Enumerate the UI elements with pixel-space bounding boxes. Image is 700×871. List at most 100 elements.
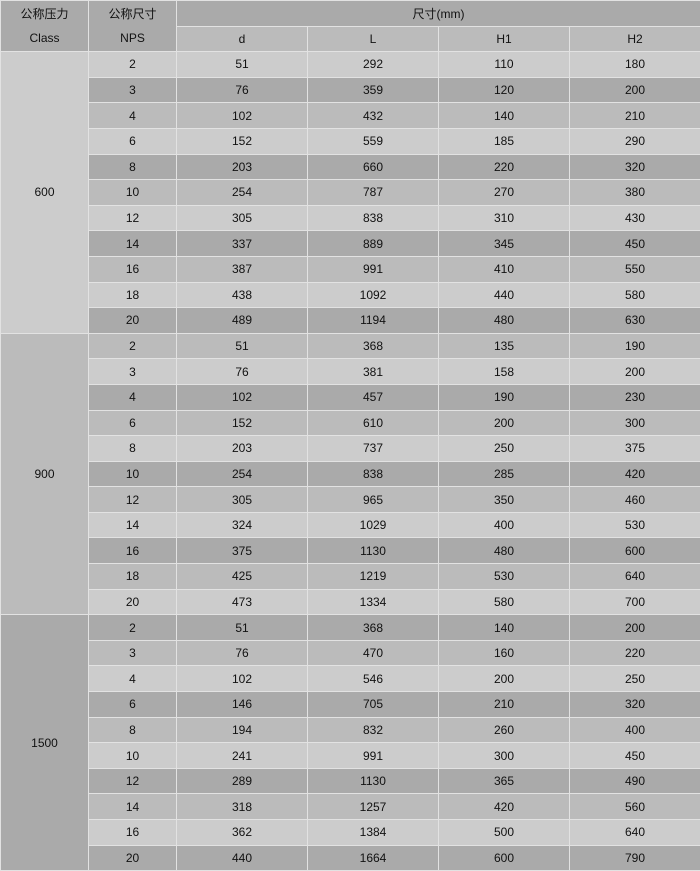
- l-cell: 1092: [308, 282, 439, 308]
- h1-cell: 120: [439, 77, 570, 103]
- h1-cell: 500: [439, 820, 570, 846]
- nps-cell: 3: [89, 77, 177, 103]
- h2-cell: 600: [570, 538, 700, 564]
- d-cell: 76: [177, 359, 308, 385]
- l-cell: 381: [308, 359, 439, 385]
- h2-cell: 320: [570, 154, 700, 180]
- h1-cell: 270: [439, 180, 570, 206]
- nps-cell: 20: [89, 845, 177, 871]
- h1-cell: 285: [439, 461, 570, 487]
- h1-cell: 135: [439, 333, 570, 359]
- col-header-l: L: [308, 26, 439, 52]
- h2-cell: 530: [570, 512, 700, 538]
- d-cell: 337: [177, 231, 308, 257]
- d-cell: 362: [177, 820, 308, 846]
- header-row-1: 公称压力 Class 公称尺寸 NPS 尺寸(mm): [1, 1, 700, 27]
- l-cell: 838: [308, 461, 439, 487]
- col-header-h2: H2: [570, 26, 700, 52]
- h1-cell: 160: [439, 640, 570, 666]
- d-cell: 440: [177, 845, 308, 871]
- nps-cell: 16: [89, 538, 177, 564]
- l-cell: 1664: [308, 845, 439, 871]
- h1-cell: 260: [439, 717, 570, 743]
- d-cell: 76: [177, 640, 308, 666]
- d-cell: 318: [177, 794, 308, 820]
- h2-cell: 790: [570, 845, 700, 871]
- l-cell: 1257: [308, 794, 439, 820]
- h2-cell: 220: [570, 640, 700, 666]
- nps-cell: 12: [89, 768, 177, 794]
- nps-cell: 6: [89, 128, 177, 154]
- d-cell: 203: [177, 436, 308, 462]
- d-cell: 51: [177, 615, 308, 641]
- nps-cell: 16: [89, 820, 177, 846]
- h2-cell: 200: [570, 77, 700, 103]
- nps-cell: 16: [89, 256, 177, 282]
- d-cell: 152: [177, 410, 308, 436]
- h1-cell: 185: [439, 128, 570, 154]
- dims-header: 尺寸(mm): [177, 1, 700, 27]
- h2-cell: 580: [570, 282, 700, 308]
- d-cell: 305: [177, 205, 308, 231]
- h2-cell: 560: [570, 794, 700, 820]
- nps-cell: 2: [89, 615, 177, 641]
- h2-cell: 300: [570, 410, 700, 436]
- d-cell: 152: [177, 128, 308, 154]
- nps-cell: 14: [89, 231, 177, 257]
- nps-cell: 2: [89, 333, 177, 359]
- h2-cell: 640: [570, 820, 700, 846]
- l-cell: 838: [308, 205, 439, 231]
- l-cell: 610: [308, 410, 439, 436]
- h2-cell: 230: [570, 384, 700, 410]
- h1-cell: 350: [439, 487, 570, 513]
- d-cell: 51: [177, 52, 308, 78]
- class-cell: 600: [1, 52, 89, 334]
- h2-cell: 290: [570, 128, 700, 154]
- h1-cell: 410: [439, 256, 570, 282]
- l-cell: 991: [308, 743, 439, 769]
- l-cell: 368: [308, 615, 439, 641]
- nps-header-en: NPS: [89, 26, 176, 50]
- h1-cell: 530: [439, 564, 570, 590]
- l-cell: 546: [308, 666, 439, 692]
- h2-cell: 700: [570, 589, 700, 615]
- d-cell: 324: [177, 512, 308, 538]
- l-cell: 368: [308, 333, 439, 359]
- nps-cell: 14: [89, 794, 177, 820]
- h1-cell: 220: [439, 154, 570, 180]
- l-cell: 470: [308, 640, 439, 666]
- nps-cell: 14: [89, 512, 177, 538]
- class-header: 公称压力 Class: [1, 1, 89, 52]
- h1-cell: 580: [439, 589, 570, 615]
- h2-cell: 380: [570, 180, 700, 206]
- nps-cell: 3: [89, 359, 177, 385]
- d-cell: 241: [177, 743, 308, 769]
- h1-cell: 400: [439, 512, 570, 538]
- d-cell: 305: [177, 487, 308, 513]
- l-cell: 832: [308, 717, 439, 743]
- nps-cell: 8: [89, 717, 177, 743]
- nps-header-cn: 公称尺寸: [89, 2, 176, 26]
- nps-cell: 18: [89, 282, 177, 308]
- nps-header: 公称尺寸 NPS: [89, 1, 177, 52]
- nps-cell: 6: [89, 692, 177, 718]
- nps-cell: 12: [89, 205, 177, 231]
- nps-cell: 3: [89, 640, 177, 666]
- nps-cell: 10: [89, 743, 177, 769]
- h2-cell: 640: [570, 564, 700, 590]
- h1-cell: 300: [439, 743, 570, 769]
- d-cell: 289: [177, 768, 308, 794]
- nps-cell: 6: [89, 410, 177, 436]
- nps-cell: 20: [89, 308, 177, 334]
- l-cell: 889: [308, 231, 439, 257]
